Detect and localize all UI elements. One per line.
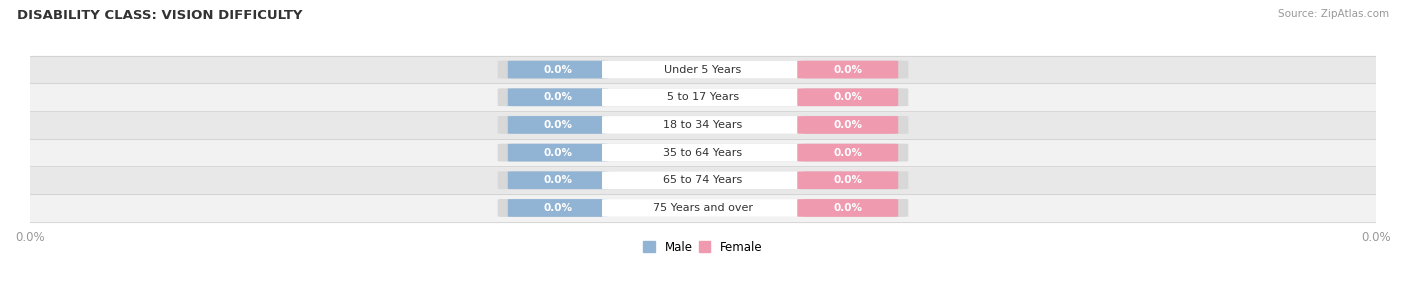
Text: 0.0%: 0.0%: [544, 92, 572, 102]
FancyBboxPatch shape: [508, 61, 609, 78]
Text: 75 Years and over: 75 Years and over: [652, 203, 754, 213]
FancyBboxPatch shape: [602, 88, 804, 106]
FancyBboxPatch shape: [508, 199, 609, 217]
FancyBboxPatch shape: [602, 61, 804, 78]
FancyBboxPatch shape: [602, 144, 804, 161]
FancyBboxPatch shape: [602, 171, 804, 189]
Bar: [30, 111, 1376, 139]
Text: 0.0%: 0.0%: [834, 148, 862, 158]
FancyBboxPatch shape: [602, 199, 804, 217]
Bar: [30, 194, 1376, 222]
Text: 0.0%: 0.0%: [834, 120, 862, 130]
Text: 0.0%: 0.0%: [834, 203, 862, 213]
Text: 0.0%: 0.0%: [544, 203, 572, 213]
Text: Under 5 Years: Under 5 Years: [665, 65, 741, 75]
Text: 0.0%: 0.0%: [544, 120, 572, 130]
Text: DISABILITY CLASS: VISION DIFFICULTY: DISABILITY CLASS: VISION DIFFICULTY: [17, 9, 302, 22]
Text: 0.0%: 0.0%: [834, 65, 862, 75]
FancyBboxPatch shape: [498, 61, 908, 79]
Text: Source: ZipAtlas.com: Source: ZipAtlas.com: [1278, 9, 1389, 19]
FancyBboxPatch shape: [797, 116, 898, 134]
FancyBboxPatch shape: [498, 116, 908, 134]
Text: 5 to 17 Years: 5 to 17 Years: [666, 92, 740, 102]
Bar: [30, 167, 1376, 194]
Text: 0.0%: 0.0%: [834, 175, 862, 185]
Text: 35 to 64 Years: 35 to 64 Years: [664, 148, 742, 158]
FancyBboxPatch shape: [498, 199, 908, 217]
Text: 0.0%: 0.0%: [544, 65, 572, 75]
FancyBboxPatch shape: [508, 116, 609, 134]
Text: 0.0%: 0.0%: [544, 175, 572, 185]
Bar: [30, 139, 1376, 167]
Text: 0.0%: 0.0%: [834, 92, 862, 102]
Legend: Male, Female: Male, Female: [638, 236, 768, 258]
FancyBboxPatch shape: [797, 171, 898, 189]
FancyBboxPatch shape: [498, 144, 908, 162]
Text: 18 to 34 Years: 18 to 34 Years: [664, 120, 742, 130]
FancyBboxPatch shape: [498, 88, 908, 106]
Bar: [30, 56, 1376, 84]
FancyBboxPatch shape: [797, 144, 898, 161]
FancyBboxPatch shape: [508, 88, 609, 106]
FancyBboxPatch shape: [508, 171, 609, 189]
Text: 0.0%: 0.0%: [544, 148, 572, 158]
FancyBboxPatch shape: [797, 88, 898, 106]
FancyBboxPatch shape: [797, 61, 898, 78]
Text: 65 to 74 Years: 65 to 74 Years: [664, 175, 742, 185]
FancyBboxPatch shape: [498, 171, 908, 189]
FancyBboxPatch shape: [602, 116, 804, 134]
FancyBboxPatch shape: [797, 199, 898, 217]
FancyBboxPatch shape: [508, 144, 609, 161]
Bar: [30, 84, 1376, 111]
